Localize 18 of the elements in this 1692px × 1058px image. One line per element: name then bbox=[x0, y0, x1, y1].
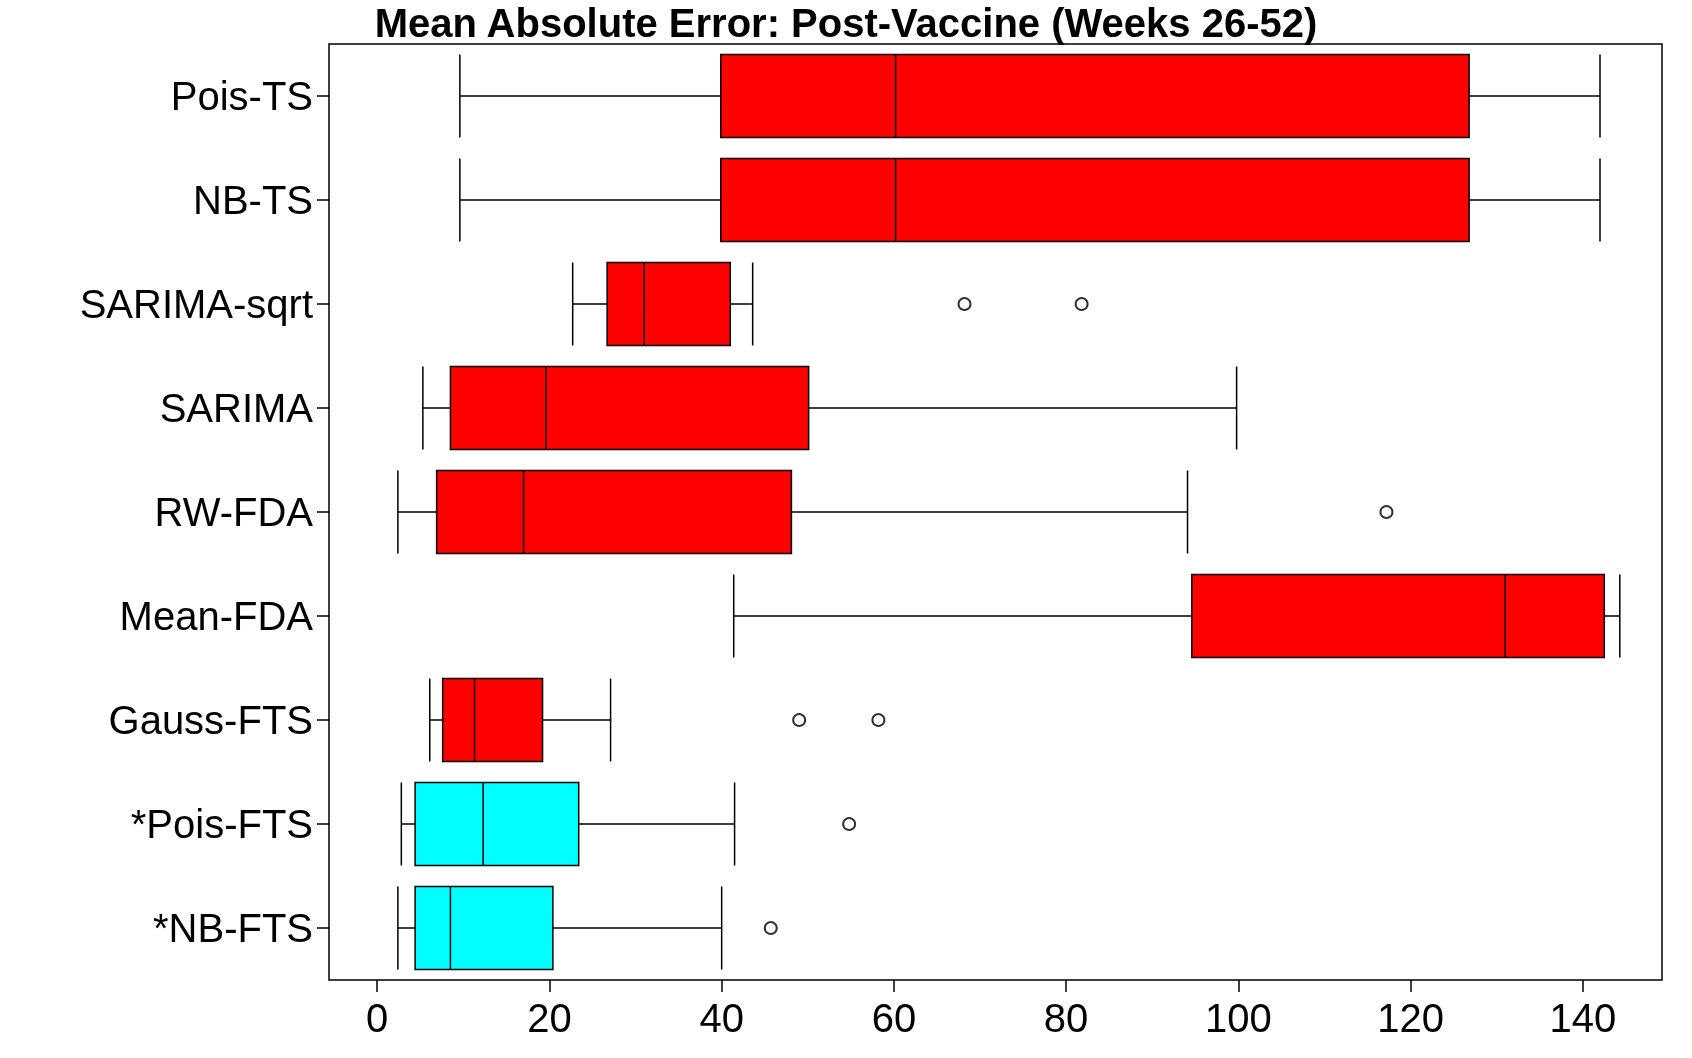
x-tick-label: 140 bbox=[1549, 996, 1617, 1040]
x-tick-label: 0 bbox=[366, 996, 389, 1040]
x-tick-label: 60 bbox=[871, 996, 917, 1040]
y-tick-label: *NB-FTS bbox=[153, 906, 313, 950]
y-tick-label: RW-FDA bbox=[154, 490, 314, 534]
x-tick-label: 40 bbox=[699, 996, 744, 1040]
y-tick-label: NB-TS bbox=[193, 178, 313, 222]
y-tick-label: Gauss-FTS bbox=[108, 698, 313, 742]
y-tick-label: SARIMA bbox=[159, 386, 314, 430]
x-tick-label: 20 bbox=[527, 996, 572, 1040]
x-tick-label: 120 bbox=[1377, 996, 1444, 1040]
y-tick-label: Mean-FDA bbox=[119, 594, 314, 638]
y-tick-label: *Pois-FTS bbox=[130, 802, 313, 846]
x-tick-label: 80 bbox=[1043, 996, 1089, 1040]
x-tick-label: 100 bbox=[1204, 996, 1272, 1040]
chart-title: Mean Absolute Error: Post-Vaccine (Weeks 26-52) bbox=[374, 1, 1318, 45]
y-tick-label: Pois-TS bbox=[170, 74, 313, 118]
y-tick-label: SARIMA-sqrt bbox=[79, 282, 313, 326]
